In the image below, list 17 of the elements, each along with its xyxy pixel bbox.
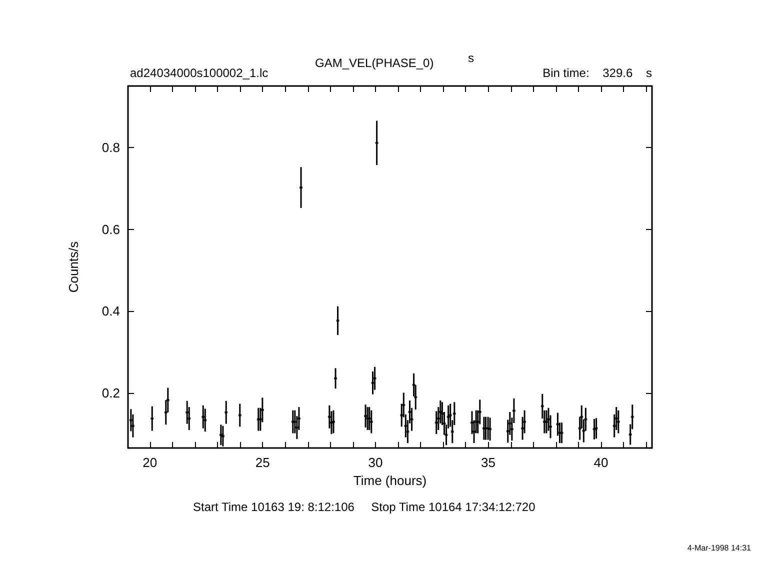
text: Start Time 10163 19: 8:12:106 Stop Time 10164 17:34:12:720 (193, 500, 536, 514)
text: 4-Mar-1998 14:31 (687, 544, 752, 552)
x-tick-label: 20 (142, 455, 158, 470)
x-tick-label: 30 (368, 455, 383, 470)
x-axis-title: Time (hours) (353, 472, 427, 488)
y-axis-title: Counts/s (66, 240, 81, 293)
text: Bin time: 329.6 s (542, 66, 652, 80)
y-tick-label: 0.6 (102, 222, 120, 237)
y-tick-label: 0.8 (102, 140, 120, 155)
chart-subtitle: s (468, 51, 474, 65)
text: ad24034000s100002_1.lc (130, 66, 268, 80)
chart-title: GAM_VEL(PHASE_0) (315, 56, 434, 70)
x-tick-label: 40 (594, 455, 608, 470)
y-tick-label: 0.2 (102, 386, 120, 401)
y-tick-label: 0.4 (102, 304, 120, 319)
x-tick-label: 35 (481, 455, 496, 470)
x-tick-label: 25 (255, 455, 270, 470)
